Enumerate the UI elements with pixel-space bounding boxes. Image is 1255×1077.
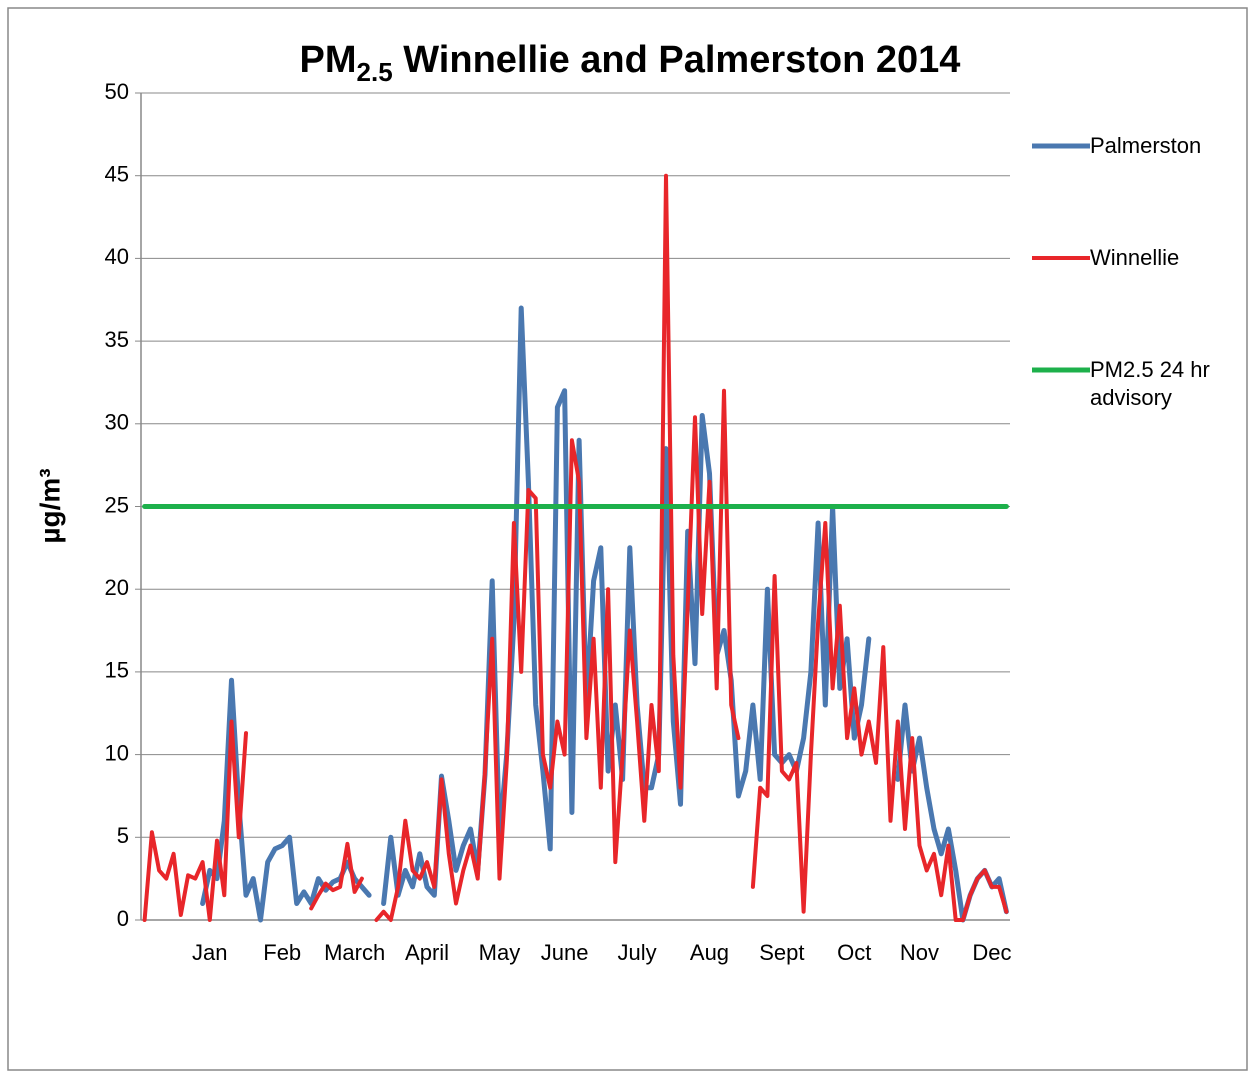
y-tick-label: 25 <box>105 492 129 517</box>
x-tick-label: Oct <box>837 940 871 965</box>
y-tick-label: 0 <box>117 906 129 931</box>
title-part: Winnellie and Palmerston 2014 <box>393 39 961 81</box>
chart-border <box>7 7 1248 1071</box>
legend-label: PM2.5 24 hr advisory <box>1090 357 1210 410</box>
x-tick-label: March <box>324 940 385 965</box>
y-tick-label: 20 <box>105 575 129 600</box>
legend-entry: Palmerston <box>1090 133 1202 158</box>
legend-label: Palmerston <box>1090 133 1202 158</box>
legend-entry: PM2.5 24 hr advisory <box>1090 357 1210 410</box>
title-subscript: 2.5 <box>357 57 393 87</box>
legend-label: Winnellie <box>1090 245 1180 270</box>
x-tick-label: Sept <box>759 940 804 965</box>
y-tick-label: 35 <box>105 327 129 352</box>
x-tick-label: July <box>617 940 656 965</box>
title-part: PM <box>300 39 357 81</box>
x-tick-label: Aug <box>690 940 729 965</box>
x-tick-label: June <box>541 940 589 965</box>
y-axis-label: µg/m³ <box>34 468 65 543</box>
y-tick-label: 10 <box>105 740 129 765</box>
y-tick-label: 50 <box>105 79 129 104</box>
x-tick-label: May <box>479 940 521 965</box>
x-tick-label: Feb <box>263 940 301 965</box>
x-tick-label: April <box>405 940 449 965</box>
x-tick-label: Jan <box>192 940 227 965</box>
series-line <box>142 173 1009 922</box>
y-tick-label: 30 <box>105 410 129 435</box>
y-tick-label: 15 <box>105 658 129 683</box>
legend-entry: Winnellie <box>1090 245 1180 270</box>
y-tick-label: 5 <box>117 823 129 848</box>
x-tick-label: Dec <box>972 940 1011 965</box>
y-tick-label: 40 <box>105 244 129 269</box>
x-tick-label: Nov <box>900 940 939 965</box>
y-tick-label: 45 <box>105 162 129 187</box>
chart-title: PM2.5 Winnellie and Palmerston 2014 <box>300 39 961 87</box>
